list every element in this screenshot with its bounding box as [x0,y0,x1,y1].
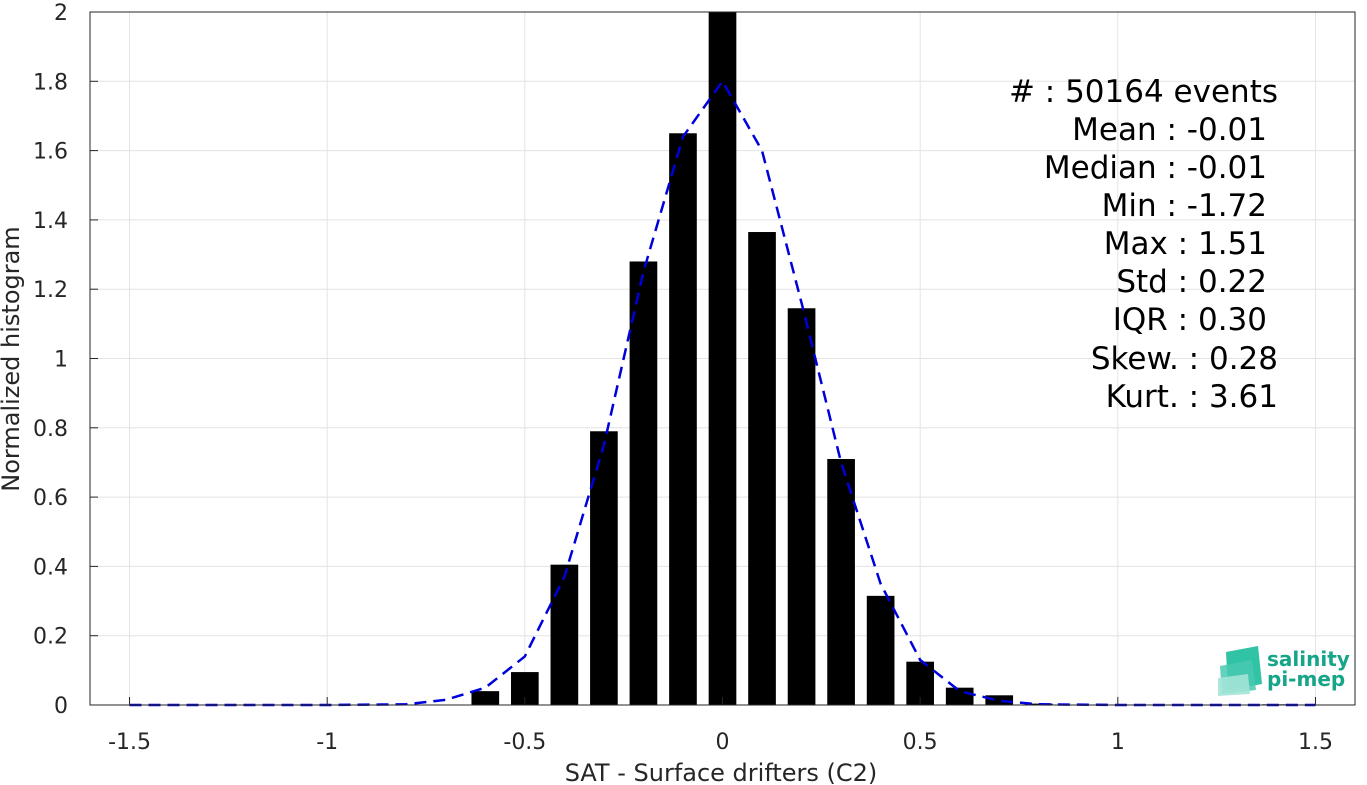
x-tick-label: -1 [316,730,338,755]
x-tick-label: 1.5 [1298,730,1333,755]
histogram-bar [827,458,855,705]
x-tick-label: 1 [1111,730,1125,755]
histogram-bar [708,12,737,705]
stat-std: Std : 0.22 [1116,264,1267,300]
y-tick-label: 0.6 [33,486,68,511]
histogram-bar [985,695,1014,705]
x-tick-label: -1.5 [108,730,151,755]
logo-icon [1218,646,1262,696]
stat-max: Max : 1.51 [1104,226,1267,262]
bars [471,12,1290,705]
histogram-bar [748,232,776,705]
statistics-block: # : 50164 events Mean : -0.01 Median : -… [1009,74,1278,415]
stat-iqr: IQR : 0.30 [1113,302,1267,338]
histogram-bar [629,261,658,705]
histogram-bar [945,687,974,705]
y-tick-label: 1.4 [33,209,68,234]
histogram-bar [866,595,895,705]
logo-text-line1: salinity [1267,647,1350,671]
y-tick-label: 1.6 [33,140,68,165]
stat-min: Min : -1.72 [1102,188,1267,224]
y-tick-label: 1 [54,348,68,373]
histogram-bar [669,133,697,705]
stat-events: # : 50164 events [1009,74,1278,110]
histogram-bar [550,564,579,705]
y-tick-label: 0.4 [33,555,68,580]
x-tick-label: 0 [716,730,730,755]
y-tick-label: 1.2 [33,278,68,303]
x-axis-label: SAT - Surface drifters (C2) [565,759,878,785]
x-tick-label: 0.5 [903,730,938,755]
logo-text-line2: pi-mep [1267,667,1345,691]
y-axis-ticks: 0 0.2 0.4 0.6 0.8 1 1.2 1.4 1.6 1.8 2 [33,1,98,719]
x-tick-label: -0.5 [503,730,546,755]
histogram-bar [787,308,816,705]
histogram-bar [471,691,500,705]
y-axis-label: Normalized histogram [0,226,25,491]
histogram-bar [1024,703,1053,705]
y-tick-label: 0.2 [33,625,68,650]
y-tick-label: 1.8 [33,70,68,95]
stat-mean: Mean : -0.01 [1072,112,1267,148]
histogram-bar [590,431,618,705]
fit-curve [129,78,1316,707]
stat-kurt: Kurt. : 3.61 [1106,379,1278,415]
y-tick-label: 2 [54,1,68,26]
stat-median: Median : -0.01 [1044,150,1267,186]
y-tick-label: 0.8 [33,417,68,442]
x-axis-ticks: -1.5 -1 -0.5 0 0.5 1 1.5 [108,697,1333,755]
stat-skew: Skew. : 0.28 [1091,341,1278,377]
y-tick-label: 0 [54,694,68,719]
salinity-pi-mep-logo: salinity pi-mep [1218,646,1350,696]
